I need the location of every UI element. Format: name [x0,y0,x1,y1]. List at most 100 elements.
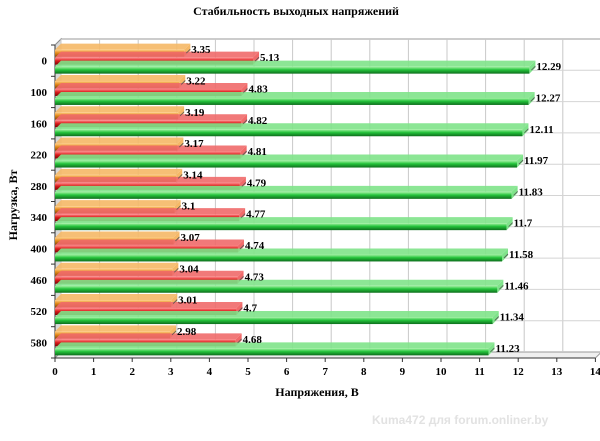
data-label: 3.19 [185,107,205,119]
label-leader [494,316,500,321]
bar-top-face [55,114,248,121]
bar-top-face [55,60,536,67]
bar-top-face [55,333,242,340]
x-tick-label: 13 [551,366,563,378]
label-leader [239,275,244,281]
data-label: 4.81 [248,146,267,158]
bar-end-cap [488,342,495,356]
data-label: 3.07 [181,232,201,244]
bars [55,43,536,356]
bar-top-face [55,51,260,58]
data-label: 4.73 [245,271,265,283]
bar-end-cap [529,60,536,74]
label-leader [240,213,246,218]
x-tick-label: 0 [52,366,58,378]
label-leader [518,159,524,165]
y-tick-labels: 0 100 160 220 280 340 400 460 520 580 [31,56,48,350]
bar-end-cap [506,217,513,231]
label-leader [172,299,178,304]
bar-top-face [55,154,524,161]
bar-top-face [55,279,504,286]
label-leader [242,119,248,125]
bar [55,191,512,199]
bar-top-face [55,137,184,144]
data-label: 11.83 [519,186,544,198]
data-label: 4.68 [243,334,263,346]
bar [55,254,502,262]
label-leader [176,205,181,210]
bar-top-face [55,248,508,255]
data-label: 4.7 [243,303,257,315]
bar-top-face [55,43,191,50]
y-tick-label: 160 [31,118,48,130]
y-tick-label: 220 [31,150,48,162]
label-leader [237,338,242,344]
data-label: 11.58 [509,249,534,261]
x-tick-label: 3 [168,366,174,378]
chart-title: Стабильность выходных напряжений [193,4,399,18]
data-label: 11.34 [500,312,525,324]
bar [55,348,489,356]
data-label: 3.17 [184,138,204,150]
bar [55,160,518,168]
bar-top-face [55,123,529,130]
label-leader [241,182,247,187]
bar-top-face [55,270,244,277]
data-label: 4.83 [248,83,268,95]
x-axis-label: Напряжения, В [275,385,358,399]
label-leader [490,347,495,353]
data-label: 3.35 [191,44,211,56]
label-leader [242,150,247,156]
x-tick-label: 14 [590,366,600,378]
bar-top-face [55,325,177,332]
label-leader [254,56,260,62]
label-leader [513,191,518,196]
bar-end-cap [492,311,499,325]
data-label: 5.13 [260,52,280,64]
label-leader [239,244,245,250]
data-label: 3.04 [179,263,199,275]
bar-top-face [55,91,535,98]
x-tick-label: 7 [322,366,328,378]
y-tick-label: 0 [42,56,48,68]
data-label: 3.01 [178,295,197,307]
bar-top-face [55,185,518,192]
x-tick-label: 2 [129,366,135,378]
data-label: 3.14 [183,169,203,181]
x-tick-label: 5 [245,366,251,378]
data-label: 11.23 [495,343,520,355]
x-tick-labels: 0 1 2 3 4 5 6 7 8 9 10 11 12 13 14 [52,366,600,378]
bar-top-face [55,302,243,309]
data-labels: 3.35 5.13 12.29 3.22 4.83 12.27 3.19 4.82 12.11 3… [171,44,562,355]
label-leader [171,330,177,336]
data-label: 4.77 [246,209,266,221]
data-label: 4.74 [245,240,265,252]
y-tick-label: 580 [31,337,48,349]
bar-top-face [55,294,178,301]
bar-top-face [55,208,246,215]
data-label: 12.11 [529,124,553,136]
label-leader [177,174,183,179]
bar-top-face [55,74,186,81]
label-leader [508,222,513,227]
bar-top-face [55,231,180,238]
bar-end-cap [517,154,524,168]
label-leader [530,97,535,102]
bar [55,317,493,325]
data-label: 11.7 [514,218,533,230]
label-leader [238,307,243,312]
label-leader [179,142,184,148]
x-tick-label: 4 [207,366,213,378]
x-tick-label: 11 [474,366,484,378]
label-leader [243,88,248,93]
bar [55,129,523,137]
watermark-text: Kuma472 для forum.onliner.by [372,413,549,427]
label-leader [174,267,179,273]
bar-end-cap [501,248,508,262]
bar-top-face [55,168,183,175]
bar [55,66,530,74]
bar-top-face [55,106,185,113]
bar-top-face [55,342,495,349]
bar [55,285,498,293]
bar-end-cap [522,123,529,137]
